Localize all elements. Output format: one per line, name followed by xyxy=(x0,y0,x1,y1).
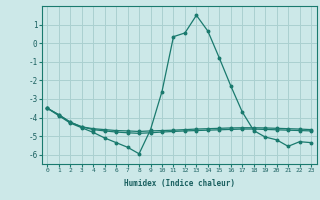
X-axis label: Humidex (Indice chaleur): Humidex (Indice chaleur) xyxy=(124,179,235,188)
